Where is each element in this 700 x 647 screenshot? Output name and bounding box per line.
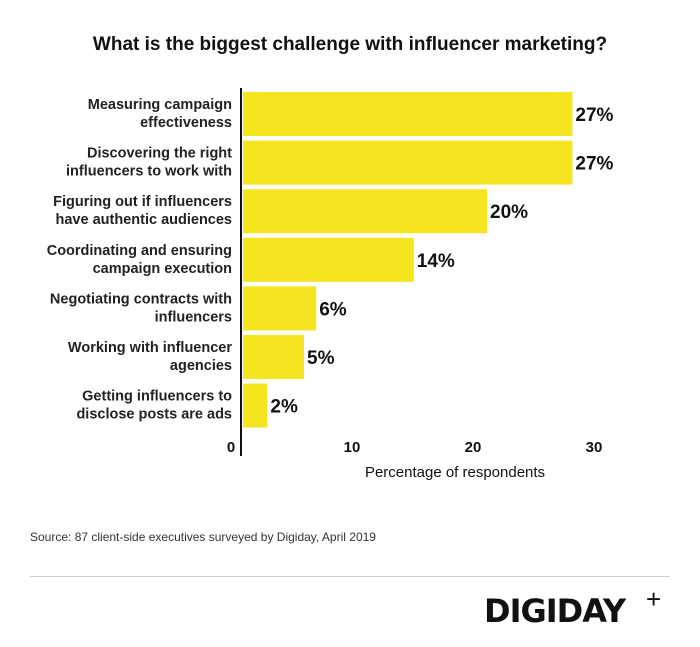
data-label: 6% — [319, 299, 347, 320]
chart-title: What is the biggest challenge with influ… — [92, 34, 608, 55]
bar — [243, 335, 304, 379]
category-label: disclose posts are ads — [76, 407, 232, 423]
x-tick-label: 0 — [227, 439, 235, 456]
source-note: Source: 87 client-side executives survey… — [30, 530, 376, 544]
category-label: Working with influencer — [68, 340, 232, 356]
bar — [243, 383, 268, 428]
data-label: 5% — [307, 348, 335, 369]
bar — [243, 189, 487, 234]
x-axis-label: Percentage of respondents — [365, 464, 545, 481]
divider — [30, 576, 670, 577]
x-tick-label: 10 — [344, 439, 361, 456]
data-label: 14% — [417, 251, 455, 272]
category-label: agencies — [170, 358, 232, 374]
category-label: Getting influencers to — [82, 389, 232, 405]
x-tick-label: 20 — [465, 439, 482, 456]
category-label: campaign execution — [93, 261, 232, 277]
x-tick-label: 30 — [586, 439, 603, 456]
data-label: 27% — [575, 105, 613, 126]
category-label: have authentic audiences — [56, 212, 232, 228]
bar — [243, 286, 317, 331]
bar-chart: 27% Measuring campaign effectiveness 27% Dis… — [47, 88, 614, 481]
category-label: influencers to work with — [66, 164, 232, 180]
category-label: effectiveness — [140, 115, 232, 131]
category-label: Discovering the right — [87, 146, 232, 162]
logo-plus-icon: + — [646, 584, 662, 614]
bar — [243, 237, 414, 282]
category-label: Coordinating and ensuring — [47, 243, 232, 259]
bar — [243, 92, 573, 136]
bar — [243, 140, 573, 185]
category-label: Negotiating contracts with — [50, 291, 232, 307]
data-label: 2% — [270, 397, 298, 418]
category-label: Figuring out if influencers — [53, 194, 232, 210]
category-label: Measuring campaign — [88, 97, 232, 113]
data-label: 27% — [575, 154, 613, 175]
category-label: influencers — [155, 309, 232, 325]
digiday-logo: DIGIDAY — [484, 592, 626, 630]
data-label: 20% — [490, 202, 528, 223]
